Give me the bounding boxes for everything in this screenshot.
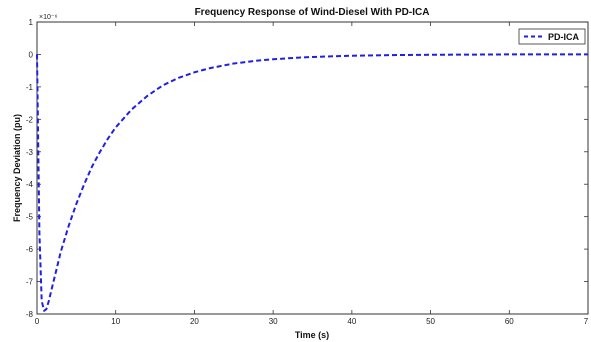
y-tick-label: -6 — [26, 245, 34, 254]
y-tick-label: -1 — [26, 83, 34, 92]
x-axis-ticks: 0 10 20 30 40 50 60 7 — [35, 22, 589, 326]
series-layer — [36, 53, 588, 312]
y-tick-label: -8 — [26, 310, 34, 319]
x-tick-label: 40 — [347, 317, 356, 326]
legend-label-pd-ica: PD-ICA — [548, 32, 579, 42]
y-tick-label: -2 — [26, 115, 34, 124]
y-tick-label: -3 — [26, 148, 34, 157]
y-tick-label: -4 — [26, 180, 34, 189]
y-tick-label: -7 — [26, 278, 34, 287]
y-axis-label: Frequency Deviation (pu) — [12, 114, 22, 222]
legend: PD-ICA — [518, 28, 586, 45]
series-line-pd-ica — [36, 53, 588, 312]
y-tick-label: 1 — [29, 18, 34, 27]
x-tick-label: 50 — [426, 317, 435, 326]
y-tick-label: 0 — [29, 50, 34, 59]
y-exponent-label: ×10⁻⁶ — [39, 14, 58, 21]
x-tick-label: 60 — [505, 317, 514, 326]
legend-box — [518, 28, 586, 45]
chart-title: Frequency Response of Wind-Diesel With P… — [195, 7, 430, 18]
y-tick-label: -5 — [26, 213, 34, 222]
x-tick-label: 30 — [269, 317, 278, 326]
x-tick-label: 0 — [35, 317, 40, 326]
x-tick-label: 7 — [584, 317, 589, 326]
x-tick-label: 10 — [111, 317, 120, 326]
x-axis-label: Time (s) — [295, 330, 329, 340]
plot-area — [36, 21, 589, 315]
x-tick-label: 20 — [190, 317, 199, 326]
